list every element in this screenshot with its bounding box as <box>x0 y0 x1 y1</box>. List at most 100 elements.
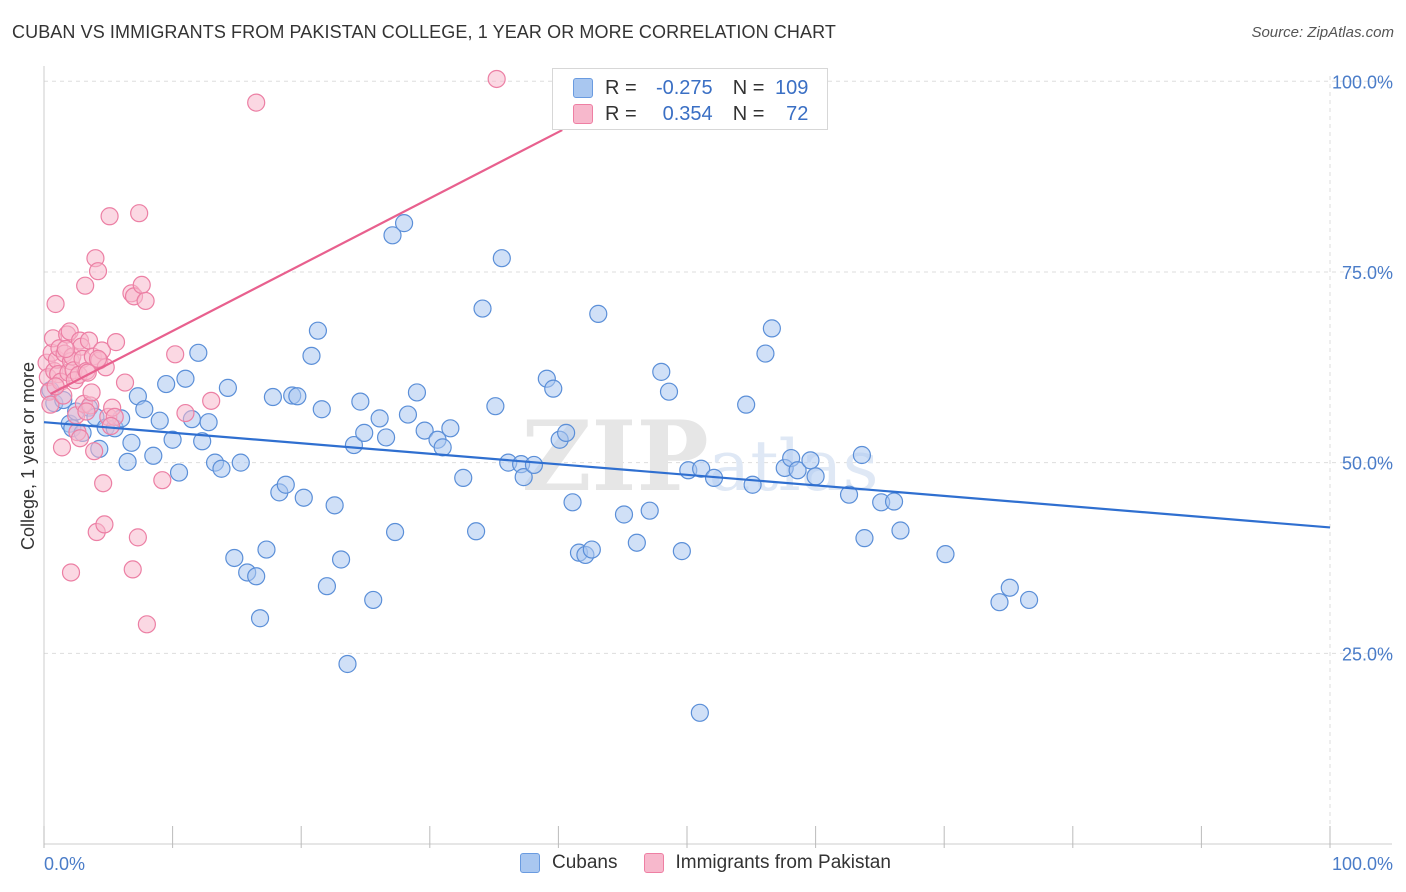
cubans-swatch <box>573 78 593 98</box>
cubans-point <box>257 540 276 559</box>
cubans-point <box>199 413 218 432</box>
pakistan-point <box>136 291 155 311</box>
cubans-point <box>441 419 460 438</box>
cubans-point <box>563 493 582 512</box>
cubans-point <box>169 463 189 482</box>
pakistan-point <box>76 276 95 295</box>
cubans-point <box>839 485 859 504</box>
cubans-point <box>317 577 337 596</box>
legend-item-pakistan: Immigrants from Pakistan <box>643 852 891 874</box>
cubans-point <box>394 214 414 233</box>
pakistan-point <box>487 69 506 89</box>
pakistan-point <box>247 93 266 112</box>
r-value: -0.275 <box>655 76 713 99</box>
cubans-point <box>936 545 955 564</box>
cubans-point <box>806 467 825 486</box>
cubans-point <box>225 548 244 568</box>
pakistan-point <box>52 438 72 457</box>
y-axis-label: College, 1 year or more <box>18 362 38 550</box>
cubans-point <box>492 249 511 268</box>
cubans-point <box>247 567 266 586</box>
cubans-point <box>294 488 313 507</box>
cubans-point <box>557 423 576 442</box>
cubans-point <box>122 433 141 452</box>
cubans-point <box>385 522 405 542</box>
cubans-point <box>659 382 679 401</box>
cubans-point <box>118 452 137 471</box>
source-label: Source: ZipAtlas.com <box>1251 24 1394 41</box>
cubans-point <box>544 379 563 398</box>
cubans-legend-swatch <box>520 853 540 873</box>
cubans-point <box>990 593 1009 612</box>
cubans-point <box>415 421 434 440</box>
bottom-legend: Cubans Immigrants from Pakistan <box>520 852 917 874</box>
y-tick-label: 25.0% <box>1342 644 1393 664</box>
cubans-point <box>176 369 195 388</box>
stats-row-pakistan: R = 0.354 N = 72 <box>573 101 808 127</box>
cubans-point <box>466 522 486 541</box>
cubans-point <box>473 299 492 318</box>
cubans-point <box>801 451 820 470</box>
chart-title: CUBAN VS IMMIGRANTS FROM PAKISTAN COLLEG… <box>12 22 836 42</box>
cubans-point <box>308 321 328 340</box>
pakistan-point <box>128 528 147 547</box>
cubans-point <box>454 468 473 487</box>
cubans-point <box>690 703 709 722</box>
pakistan-point <box>106 333 126 352</box>
pakistan-point <box>41 395 60 414</box>
cubans-point <box>163 430 182 449</box>
pakistan-trend-line <box>49 129 563 395</box>
pakistan-point <box>115 373 135 392</box>
pakistan-point <box>70 429 90 448</box>
n-label: N = <box>732 102 765 125</box>
n-value: 72 <box>786 102 809 125</box>
y-tick-label: 75.0% <box>1342 263 1393 283</box>
cubans-point <box>788 461 807 480</box>
cubans-point <box>762 319 781 338</box>
pakistan-point <box>46 294 65 314</box>
cubans-trend-line <box>43 421 1331 529</box>
x-tick-label: 100.0% <box>1332 854 1393 874</box>
cubans-point <box>302 346 321 365</box>
pakistan-point <box>100 207 119 226</box>
r-value: 0.354 <box>662 102 713 125</box>
pakistan-point <box>85 442 104 461</box>
cubans-point <box>756 344 775 363</box>
cubans-point <box>1019 590 1039 610</box>
n-label: N = <box>732 76 765 99</box>
x-tick-label: 0.0% <box>44 854 85 874</box>
pakistan-point <box>88 262 108 281</box>
legend-label-cubans: Cubans <box>552 852 618 873</box>
pakistan-point <box>88 349 108 368</box>
pakistan-legend-swatch <box>643 853 664 873</box>
cubans-point <box>338 654 357 674</box>
pakistan-point <box>202 391 221 410</box>
cubans-point <box>150 411 169 430</box>
cubans-point <box>351 392 370 411</box>
cubans-point <box>614 505 634 524</box>
cubans-point <box>1000 578 1019 597</box>
cubans-point <box>376 428 396 447</box>
cubans-point <box>231 453 250 472</box>
pakistan-point <box>94 474 113 493</box>
cubans-point <box>355 423 374 442</box>
cubans-point <box>407 383 427 402</box>
cubans-point <box>652 362 671 381</box>
cubans-point <box>157 374 176 394</box>
cubans-point <box>193 432 212 451</box>
watermark: ZIPatlas <box>521 400 878 513</box>
cubans-point <box>212 459 231 478</box>
cubans-point <box>692 459 711 478</box>
cubans-point <box>263 387 283 407</box>
pakistan-point <box>56 339 75 359</box>
cubans-point <box>144 446 163 465</box>
cubans-point <box>486 397 505 416</box>
pakistan-point <box>82 383 101 402</box>
legend-item-cubans: Cubans <box>520 852 618 874</box>
stats-legend-box: R = -0.275 N = 109 R = 0.354 N = 72 <box>552 68 828 130</box>
cubans-point <box>524 455 544 475</box>
cubans-point <box>288 387 307 406</box>
cubans-point <box>884 492 904 511</box>
cubans-point <box>344 435 364 455</box>
